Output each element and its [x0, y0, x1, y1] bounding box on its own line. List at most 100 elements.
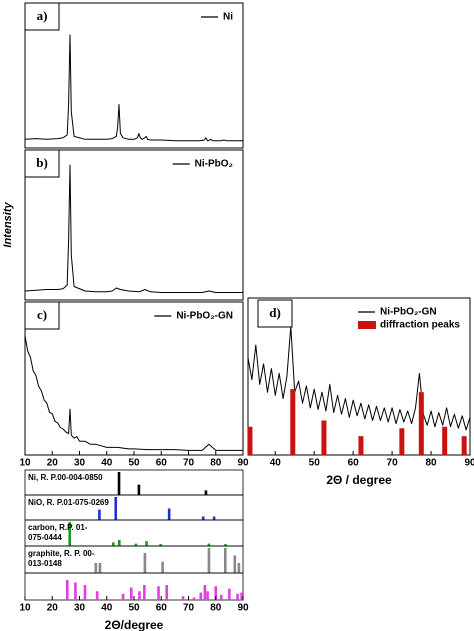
- peak-bar: [418, 392, 424, 455]
- x-tick-label: 30: [74, 458, 86, 469]
- reference-stick: [145, 541, 148, 546]
- panel-label: d): [269, 305, 281, 320]
- reference-stick: [161, 561, 164, 573]
- legend-label: diffraction peaks: [380, 320, 460, 331]
- reference-stick: [111, 542, 115, 546]
- x-tick-label: 40: [101, 603, 113, 614]
- plot-frame: [24, 149, 244, 301]
- reference-stick: [68, 522, 71, 546]
- reference-stick: [167, 508, 171, 520]
- x-tick-label: 60: [156, 603, 168, 614]
- x-tick-label: 50: [128, 458, 140, 469]
- x-tick-label: 80: [210, 603, 222, 614]
- peak-bar: [399, 428, 405, 455]
- reference-stick: [203, 585, 207, 600]
- panel-label: a): [37, 8, 48, 23]
- x-tick-label: 20: [47, 458, 59, 469]
- reference-stick: [228, 588, 231, 600]
- reference-stick: [94, 563, 98, 573]
- reference-stick: [117, 540, 121, 546]
- x-tick-label: 50: [128, 603, 140, 614]
- reference-stick: [214, 586, 218, 600]
- reference-stick: [199, 592, 203, 600]
- reference-stick: [117, 472, 121, 495]
- x-tick-label: 60: [348, 458, 360, 469]
- x-tick-label: 70: [183, 603, 195, 614]
- reference-stick: [134, 543, 138, 546]
- plot-frame: [24, 2, 244, 149]
- reference-stick: [201, 516, 205, 520]
- reference-label: graphite, R. P. 00-013-0148: [28, 549, 95, 568]
- x-tick-label: 10: [19, 603, 31, 614]
- legend-label: Ni-PbO₂-GN: [176, 311, 233, 322]
- reference-label: Ni, R. P.00-004-0850: [28, 473, 103, 482]
- x-tick-label: 20: [47, 603, 59, 614]
- reference-stick: [159, 544, 163, 546]
- panel-label-box: [257, 299, 293, 328]
- x-tick-label: 40: [270, 458, 282, 469]
- reference-stick: [121, 593, 125, 600]
- strip-frame: [24, 572, 244, 601]
- reference-stick: [129, 587, 133, 600]
- x-tick-label: 70: [183, 458, 195, 469]
- reference-stick: [224, 544, 227, 546]
- x-tick-label: 40: [101, 458, 113, 469]
- reference-stick: [98, 509, 101, 520]
- legend-label: Ni-PbO₂-GN: [380, 307, 437, 318]
- panel-label: b): [36, 155, 48, 170]
- peak-bar: [290, 389, 296, 455]
- legend-label: Ni-PbO₂: [195, 159, 233, 170]
- reference-stick: [236, 593, 239, 600]
- reference-label: NiO, R. P.01-075-0269: [28, 498, 109, 507]
- peak-bar: [321, 420, 327, 455]
- reference-stick: [204, 490, 208, 495]
- reference-stick: [95, 591, 99, 600]
- reference-stick: [207, 548, 211, 573]
- reference-stick: [83, 585, 87, 600]
- panel-label: c): [37, 307, 47, 322]
- x-tick-label: 80: [210, 458, 222, 469]
- x-tick-label: 10: [19, 458, 31, 469]
- reference-stick: [74, 582, 77, 600]
- reference-stick: [233, 555, 237, 573]
- reference-stick: [114, 497, 118, 520]
- reference-stick: [207, 543, 211, 546]
- reference-stick: [143, 553, 147, 573]
- reference-stick: [237, 563, 241, 573]
- x-axis-label: 2Θ/degree: [105, 618, 164, 631]
- reference-stick: [165, 585, 168, 600]
- panel-label-box: [24, 2, 60, 31]
- x-tick-label: 90: [237, 458, 249, 469]
- x-tick-label: 30: [74, 603, 86, 614]
- x-tick-label: 80: [425, 458, 437, 469]
- reference-stick: [240, 592, 243, 600]
- reference-stick: [223, 548, 227, 573]
- reference-stick: [192, 597, 196, 600]
- peak-bar: [247, 426, 253, 455]
- reference-stick: [181, 596, 185, 600]
- legend-label: Ni: [223, 12, 233, 23]
- data-line: [24, 34, 243, 142]
- reference-stick: [219, 595, 223, 600]
- reference-stick: [65, 580, 69, 600]
- reference-stick: [157, 586, 160, 600]
- x-tick-label: 90: [237, 603, 249, 614]
- x-tick-label: 90: [464, 458, 474, 469]
- data-line: [24, 164, 243, 293]
- reference-stick: [137, 484, 141, 495]
- reference-stick: [143, 585, 146, 600]
- x-axis-label: 2Θ / degree: [326, 473, 392, 487]
- reference-label: carbon, R.P. 01-075-0444: [28, 523, 88, 542]
- reference-stick: [206, 591, 209, 600]
- x-tick-label: 60: [156, 458, 168, 469]
- x-tick-label: 50: [309, 458, 321, 469]
- legend-swatch: [357, 321, 376, 329]
- reference-stick: [98, 563, 102, 573]
- y-axis-label: Intensity: [2, 202, 14, 248]
- peak-bar: [461, 436, 467, 455]
- reference-stick: [212, 516, 216, 520]
- panel-label-box: [24, 301, 60, 330]
- data-line: [24, 335, 243, 451]
